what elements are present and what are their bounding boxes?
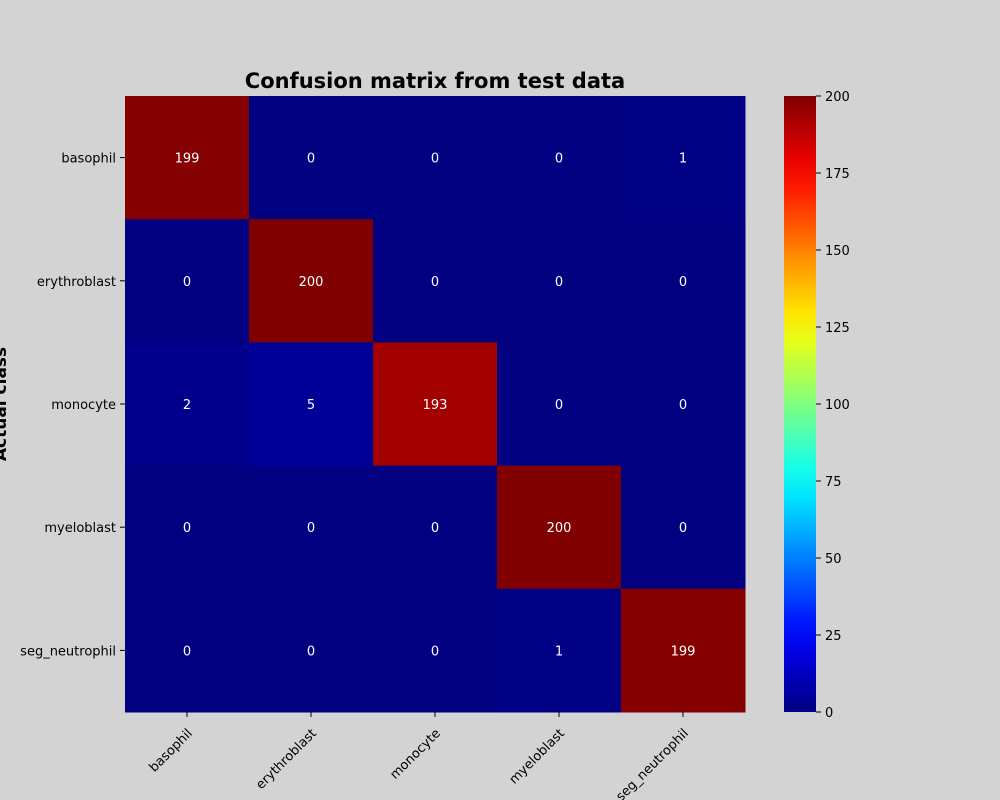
heatmap-cell [249, 465, 374, 590]
cell-value-label: 0 [431, 644, 439, 659]
cell-value-label: 199 [671, 644, 696, 659]
cell-value-label: 0 [183, 521, 191, 536]
y-axis-label: Actual class [0, 347, 11, 461]
x-tick-label: basophil [147, 726, 196, 775]
colorbar-tick-label: 100 [825, 398, 850, 413]
colorbar-tick-label: 125 [825, 321, 850, 336]
heatmap-cell [249, 588, 374, 713]
heatmap-cell [621, 588, 746, 713]
colorbar-tick-label: 75 [825, 475, 842, 490]
cell-value-label: 1 [679, 152, 687, 167]
cell-value-label: 0 [431, 152, 439, 167]
colorbar-tick-label: 200 [825, 90, 850, 105]
heatmap-cell [373, 96, 498, 220]
cell-value-label: 0 [555, 398, 563, 413]
colorbar-tick-label: 0 [825, 706, 833, 721]
cell-value-label: 0 [307, 152, 315, 167]
cell-value-label: 199 [175, 152, 200, 167]
cell-value-label: 0 [431, 275, 439, 290]
heatmap-cell [125, 96, 250, 220]
heatmap-cell [125, 342, 250, 467]
heatmap-cell [125, 219, 250, 343]
heatmap-cell [621, 342, 746, 467]
cell-value-label: 5 [307, 398, 315, 413]
colorbar-tick-label: 25 [825, 629, 842, 644]
heatmap-cell [373, 342, 498, 467]
heatmap-cell [125, 588, 250, 713]
cell-value-label: 0 [555, 275, 563, 290]
cell-value-label: 200 [547, 521, 572, 536]
cell-value-label: 0 [431, 521, 439, 536]
colorbar: 0 25 50 75 100 125 150 175 200 [784, 90, 850, 721]
y-tick-label: seg_neutrophil [20, 644, 116, 659]
y-tick-label: myeloblast [44, 521, 116, 536]
cell-value-label: 1 [555, 644, 563, 659]
heatmap-cell [621, 96, 746, 220]
cell-value-label: 200 [299, 275, 324, 290]
cell-value-label: 0 [679, 275, 687, 290]
y-tick-label: basophil [61, 152, 116, 167]
cell-value-label: 0 [679, 521, 687, 536]
heatmap-cell [621, 219, 746, 343]
heatmap-cell [373, 588, 498, 713]
heatmap-cell [249, 342, 374, 467]
heatmap-cell [497, 342, 622, 467]
x-tick-label: erythroblast [253, 726, 320, 793]
heatmap-cell [497, 219, 622, 343]
heatmap-grid: 199 0 0 0 1 0 200 0 0 0 2 5 193 0 0 0 0 0 200 0 0 0 0 1 199 basop… [20, 96, 746, 800]
cell-value-label: 0 [307, 644, 315, 659]
cell-value-label: 0 [679, 398, 687, 413]
cell-value-label: 0 [183, 275, 191, 290]
cell-value-label: 0 [555, 152, 563, 167]
heatmap-cell [497, 588, 622, 713]
heatmap-cell [373, 219, 498, 343]
heatmap-cell [621, 465, 746, 590]
colorbar-gradient [784, 96, 816, 712]
y-tick-label: monocyte [51, 398, 116, 413]
heatmap-cell [249, 96, 374, 220]
heatmap-cell [497, 465, 622, 590]
x-tick-label: myeloblast [507, 726, 568, 787]
heatmap-cell [125, 465, 250, 590]
heatmap-cell [373, 465, 498, 590]
heatmap-cell [249, 219, 374, 343]
cell-value-label: 0 [307, 521, 315, 536]
cell-value-label: 193 [423, 398, 448, 413]
heatmap-cell [497, 96, 622, 220]
cell-value-label: 0 [183, 644, 191, 659]
colorbar-tick-label: 150 [825, 244, 850, 259]
x-tick-label: seg_neutrophil [613, 726, 691, 800]
colorbar-tick-label: 175 [825, 167, 850, 182]
chart-title: Confusion matrix from test data [245, 69, 625, 93]
y-tick-label: erythroblast [37, 275, 116, 290]
x-tick-label: monocyte [387, 726, 443, 782]
colorbar-tick-label: 50 [825, 552, 842, 567]
cell-value-label: 2 [183, 398, 191, 413]
